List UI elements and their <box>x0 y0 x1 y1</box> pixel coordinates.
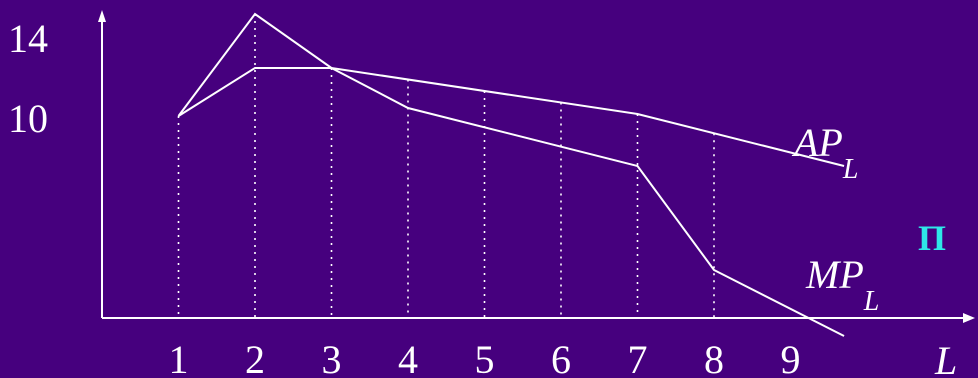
x-tick-label-1: 1 <box>169 337 189 378</box>
axes <box>98 10 975 323</box>
series-lines <box>177 12 845 337</box>
y-tick-label-14: 14 <box>8 16 48 61</box>
x-tick-label-4: 4 <box>398 337 418 378</box>
x-tick-label-7: 7 <box>628 337 648 378</box>
tick-labels: 1 2 3 4 5 6 7 8 9 10 14 <box>8 16 801 378</box>
x-tick-label-6: 6 <box>551 337 571 378</box>
y-axis-arrow <box>98 10 106 22</box>
x-tick-label-8: 8 <box>704 337 724 378</box>
series-line-mp-l <box>177 12 845 337</box>
x-axis-arrow <box>963 313 975 323</box>
x-tick-label-3: 3 <box>322 337 342 378</box>
x-tick-label-5: 5 <box>475 337 495 378</box>
x-tick-label-9: 9 <box>781 337 801 378</box>
dotted-guides <box>177 14 715 318</box>
mp-l-label: MPL <box>805 252 879 317</box>
series-line-ap-l <box>177 67 845 167</box>
x-tick-label-2: 2 <box>245 337 265 378</box>
x-axis-label: L <box>934 338 957 378</box>
cut-title-text: П <box>918 218 946 258</box>
ap-l-label: APL <box>791 120 858 185</box>
y-tick-label-10: 10 <box>8 96 48 141</box>
